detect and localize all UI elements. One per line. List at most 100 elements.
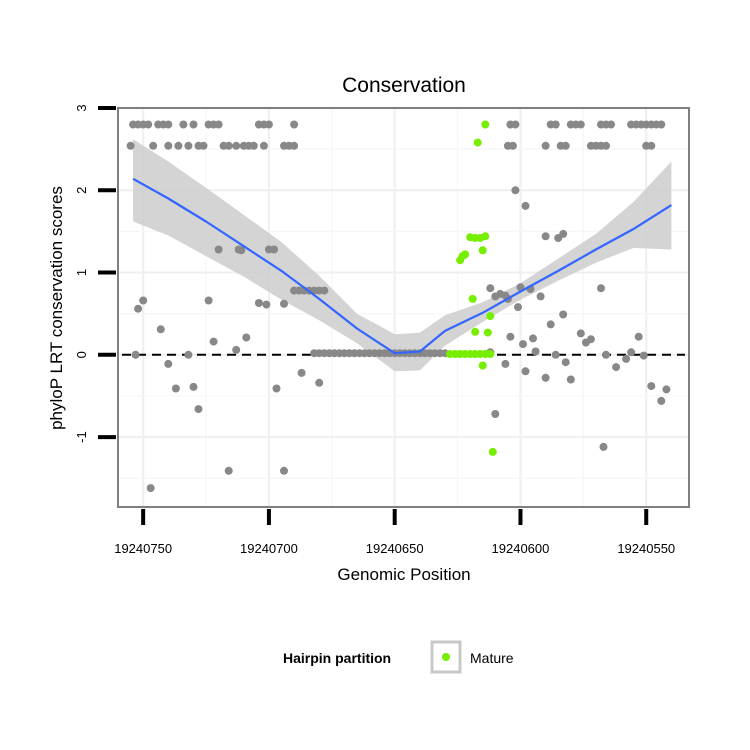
other-point: [529, 334, 537, 343]
other-point: [627, 348, 636, 357]
other-point: [647, 141, 656, 150]
other-point: [586, 335, 595, 344]
mature-point: [468, 294, 477, 303]
other-point: [189, 382, 198, 391]
other-point: [149, 141, 158, 150]
y-tick-label: 0: [74, 351, 89, 358]
legend-mature-label: Mature: [470, 650, 514, 666]
chart-title: Conservation: [342, 74, 466, 97]
other-point: [224, 466, 233, 475]
other-point: [214, 120, 223, 129]
other-point: [541, 141, 550, 150]
other-point: [194, 405, 203, 414]
other-point: [576, 329, 585, 338]
other-point: [506, 332, 515, 341]
other-point: [179, 120, 188, 129]
legend: Hairpin partition Mature: [283, 640, 514, 674]
other-point: [602, 141, 610, 150]
other-point: [280, 299, 288, 308]
other-point: [315, 378, 324, 387]
mature-point: [481, 120, 490, 129]
other-point: [237, 246, 246, 255]
other-point: [174, 141, 183, 150]
other-point: [536, 292, 545, 301]
confidence-ribbon-group: [133, 139, 672, 372]
mature-point: [466, 233, 475, 242]
other-point: [647, 382, 656, 391]
other-point: [156, 325, 165, 334]
plot-background: [118, 108, 689, 507]
other-point: [164, 359, 173, 368]
x-tick-label: 19240750: [114, 541, 172, 556]
other-point: [320, 286, 329, 295]
x-axis-label: Genomic Position: [337, 565, 470, 584]
mature-point: [486, 350, 495, 358]
mature-point: [473, 138, 482, 147]
other-point: [607, 120, 615, 129]
other-point: [576, 120, 585, 129]
y-tick-label: 2: [74, 187, 89, 194]
mature-point: [481, 232, 490, 241]
other-point: [280, 466, 288, 475]
other-point: [164, 120, 173, 129]
other-point: [501, 359, 510, 368]
other-point: [171, 384, 180, 393]
other-point: [657, 396, 666, 405]
other-point: [209, 337, 218, 346]
x-tick-label: 19240700: [240, 541, 298, 556]
other-point: [511, 120, 520, 129]
other-point: [144, 120, 153, 129]
other-point: [224, 141, 233, 150]
other-point: [521, 367, 530, 376]
other-point: [262, 300, 271, 309]
y-axis: -1 0 1 2 3: [74, 104, 116, 443]
other-point: [199, 141, 208, 150]
other-point: [561, 358, 570, 367]
other-point: [232, 345, 241, 354]
other-point: [249, 141, 258, 150]
other-point: [189, 120, 198, 129]
mature-point: [471, 327, 480, 336]
plot-area: [118, 108, 689, 507]
other-point: [519, 340, 527, 349]
other-point: [599, 442, 608, 451]
other-point: [597, 284, 605, 293]
x-axis: 19240750 19240700 19240650 19240600 19240550: [114, 509, 675, 556]
other-point: [514, 303, 522, 312]
other-point: [126, 141, 135, 150]
other-point: [184, 350, 193, 359]
other-point: [486, 284, 495, 293]
y-tick-label: 1: [74, 269, 89, 276]
other-point: [164, 141, 173, 150]
other-point: [551, 120, 560, 129]
y-tick-label: -1: [74, 431, 89, 443]
confidence-ribbon: [133, 139, 672, 372]
other-point: [511, 186, 520, 195]
y-axis-label: phyloP LRT conservation scores: [47, 186, 66, 430]
mature-point: [456, 256, 465, 265]
x-tick-label: 19240600: [492, 541, 550, 556]
other-point: [264, 120, 273, 129]
other-point: [297, 368, 306, 377]
other-point: [139, 296, 148, 305]
other-point: [639, 351, 648, 360]
other-point: [561, 141, 570, 150]
other-point: [521, 201, 530, 210]
mature-point: [486, 312, 495, 321]
other-point: [290, 120, 299, 129]
plot-frame: [117, 107, 690, 508]
other-point: [551, 350, 560, 359]
other-point: [254, 299, 263, 307]
other-point: [270, 245, 278, 254]
other-point: [508, 141, 517, 150]
other-point: [531, 347, 540, 356]
plot-frame-group: [117, 107, 690, 508]
other-point: [622, 354, 631, 363]
y-tick-label: 3: [74, 104, 89, 111]
x-tick-label: 19240650: [366, 541, 424, 556]
other-point: [491, 410, 500, 418]
other-point: [559, 229, 568, 238]
other-point: [204, 296, 213, 305]
other-point: [131, 350, 140, 359]
